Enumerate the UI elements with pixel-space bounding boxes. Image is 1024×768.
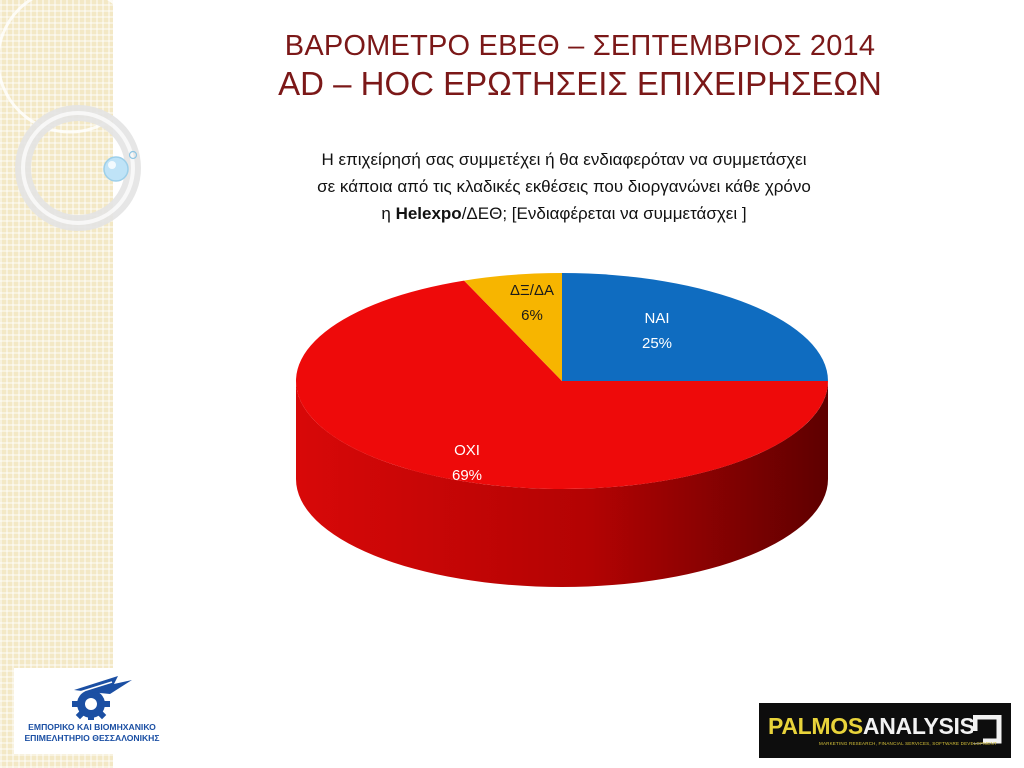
- palmos-logo-part-1: PALMOS: [768, 713, 863, 739]
- question-line-3: η Helexpo/ΔΕΘ; [Ενδιαφέρεται να συμμετάσ…: [214, 200, 914, 227]
- palmos-logo-part-2: ANALYSIS: [862, 713, 975, 739]
- ebeth-logo-text: ΕΜΠΟΡΙΚΟ ΚΑΙ ΒΙΟΜΗΧΑΝΙΚΟ ΕΠΙΜΕΛΗΤΗΡΙΟ ΘΕ…: [18, 722, 166, 744]
- ebeth-emblem-icon: [72, 676, 132, 720]
- survey-question: Η επιχείρησή σας συμμετέχει ή θα ενδιαφε…: [214, 146, 914, 227]
- question-line-1: Η επιχείρησή σας συμμετέχει ή θα ενδιαφε…: [321, 150, 807, 169]
- palmos-logo-wordmark: PALMOSANALYSIS: [768, 713, 975, 739]
- deco-ring-large: [0, 0, 144, 134]
- deco-bubble-small: [128, 150, 138, 160]
- question-line-3-bold: Helexpo: [395, 204, 462, 223]
- title-line-1: ΒΑΡΟΜΕΤΡΟ ΕΒΕΘ – ΣΕΠΤΕΜΒΡΙΟΣ 2014: [284, 30, 876, 62]
- pie-slice-ναι: [562, 273, 828, 381]
- deco-ring-highlight: [21, 111, 135, 225]
- palmos-square-icon: [973, 715, 1002, 744]
- pie-value-οχι: 69%: [452, 467, 482, 484]
- ebeth-logo: ΕΜΠΟΡΙΚΟ ΚΑΙ ΒΙΟΜΗΧΑΝΙΚΟ ΕΠΙΜΕΛΗΤΗΡΙΟ ΘΕ…: [14, 668, 164, 754]
- ebeth-logo-line-2: ΕΠΙΜΕΛΗΤΗΡΙΟ ΘΕΣΣΑΛΟΝΙΚΗΣ: [24, 733, 160, 743]
- pie-value-δξ-δα: 6%: [521, 307, 543, 324]
- question-line-3-rest: /ΔΕΘ; [Ενδιαφέρεται να συμμετάσχει ]: [461, 204, 747, 223]
- decorative-rings: [0, 0, 144, 231]
- deco-bubble-shine: [108, 161, 116, 169]
- ebeth-logo-line-1: ΕΜΠΟΡΙΚΟ ΚΑΙ ΒΙΟΜΗΧΑΝΙΚΟ: [28, 722, 156, 732]
- pie-value-ναι: 25%: [642, 335, 672, 352]
- pie-sides: [296, 381, 828, 587]
- pie-slice-δξ-δα: [464, 273, 562, 381]
- pie-slice-side-οχι: [296, 381, 828, 587]
- pie-label-ναι: ΝΑΙ: [644, 310, 669, 327]
- palmos-analysis-logo: PALMOSANALYSIS MARKETING RESEARCH, FINAN…: [759, 703, 1011, 758]
- pie-slice-οχι: [296, 280, 828, 489]
- question-line-2: σε κάποια από τις κλαδικές εκθέσεις που …: [317, 177, 811, 196]
- pie-label-δξ-δα: ΔΞ/ΔΑ: [510, 282, 554, 299]
- pie-label-οχι: ΟΧΙ: [454, 442, 480, 459]
- palmos-logo-tagline: MARKETING RESEARCH, FINANCIAL SERVICES, …: [819, 741, 997, 746]
- pie-labels: ΝΑΙ 25% ΟΧΙ 69% ΔΞ/ΔΑ 6%: [452, 282, 672, 484]
- title-line-2: AD – HOC ΕΡΩΤΗΣΕΙΣ ΕΠΙΧΕΙΡΗΣΕΩΝ: [278, 65, 882, 102]
- slide-title: ΒΑΡΟΜΕΤΡΟ ΕΒΕΘ – ΣΕΠΤΕΜΒΡΙΟΣ 2014 AD – H…: [180, 28, 980, 104]
- question-line-3-prefix: η: [381, 204, 396, 223]
- pie-tops: [296, 273, 828, 489]
